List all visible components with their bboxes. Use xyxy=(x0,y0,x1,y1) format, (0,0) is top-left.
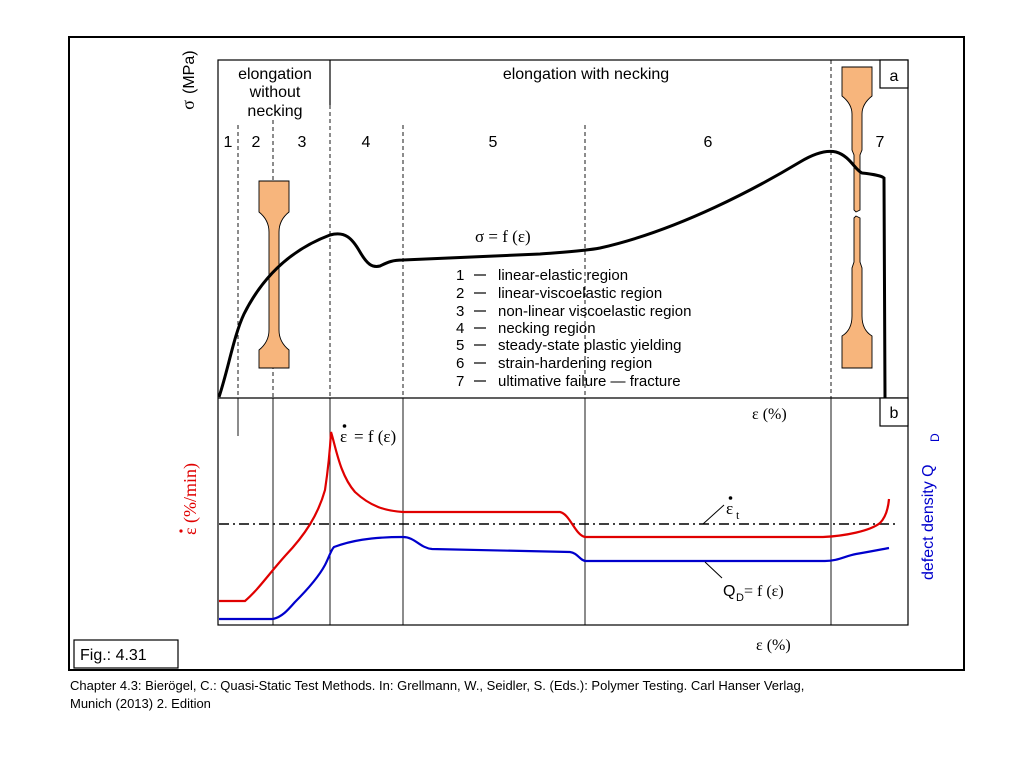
legend-item: 4 necking region xyxy=(456,320,596,337)
legend-text-3: non-linear viscoelastic region xyxy=(498,303,691,320)
defect-rest: = f (ε) xyxy=(744,583,784,600)
header-without-necking-3: necking xyxy=(247,103,302,120)
strain-rate-curve xyxy=(219,431,891,603)
legend-item: 7 ultimative failure — fracture xyxy=(456,373,681,390)
rate-curve-text: = f (ε) xyxy=(354,427,396,446)
panel-b-tag: b xyxy=(890,405,899,422)
stress-curve-label: σ = f (ε) xyxy=(475,227,531,246)
legend-text-4: necking region xyxy=(498,320,596,337)
caption: Chapter 4.3: Bierögel, C.: Quasi-Static … xyxy=(70,677,970,713)
legend-item: 6 strain-hardening region xyxy=(456,355,652,372)
header-with-necking: elongation with necking xyxy=(503,66,669,83)
defect-density-curve xyxy=(219,535,890,621)
specimen-unnecked xyxy=(258,180,290,369)
specimen-necked-lower xyxy=(841,215,873,369)
plot-box xyxy=(217,59,909,626)
zone-5: 5 xyxy=(489,134,498,151)
defect-q: Q xyxy=(723,583,735,600)
legend-num-6: 6 xyxy=(456,355,464,372)
legend-num-3: 3 xyxy=(456,303,464,320)
header-without-necking-1: elongation xyxy=(238,66,312,83)
specimen-necked-upper xyxy=(841,66,873,213)
rate-curve-dot xyxy=(342,424,347,428)
legend-text-7: ultimative failure — fracture xyxy=(498,373,681,390)
threshold-dot xyxy=(728,496,733,500)
legend-text-6: strain-hardening region xyxy=(498,355,652,372)
rate-curve-label: ε = f (ε) xyxy=(340,424,396,446)
defect-axis-sub: D xyxy=(928,433,942,442)
legend-num-5: 5 xyxy=(456,337,464,354)
strain-axis-label-bottom: ε (%) xyxy=(756,637,791,654)
header-without-necking-2: without xyxy=(249,84,301,101)
legend-num-1: 1 xyxy=(456,267,464,284)
stress-curve xyxy=(217,149,887,399)
defect-leader xyxy=(704,561,723,579)
legend-num-4: 4 xyxy=(456,320,464,337)
legend-num-2: 2 xyxy=(456,285,464,302)
legend: 1 linear-elastic region 2 linear-viscoel… xyxy=(456,267,691,390)
zone-2: 2 xyxy=(252,134,261,151)
legend-text-5: steady-state plastic yielding xyxy=(498,337,681,354)
zone-3: 3 xyxy=(298,134,307,151)
zone-7: 7 xyxy=(876,134,885,151)
legend-item: 2 linear-viscoelastic region xyxy=(456,285,662,302)
legend-text-1: linear-elastic region xyxy=(498,267,628,284)
panel-b-box xyxy=(879,397,909,427)
defect-sub: D xyxy=(736,592,744,604)
zone-6: 6 xyxy=(704,134,713,151)
threshold-leader xyxy=(702,504,725,525)
legend-text-2: linear-viscoelastic region xyxy=(498,285,662,302)
legend-item: 5 steady-state plastic yielding xyxy=(456,337,681,354)
rate-axis-dot xyxy=(179,529,183,533)
caption-line-1: Chapter 4.3: Bierögel, C.: Quasi-Static … xyxy=(70,678,805,693)
figure-frame xyxy=(68,36,965,671)
threshold-eps: ε xyxy=(726,499,733,518)
legend-num-7: 7 xyxy=(456,373,464,390)
rate-curve-eps: ε xyxy=(340,427,347,446)
strain-axis-label-top: ε (%) xyxy=(752,406,787,423)
defect-axis-label: defect density Q D xyxy=(920,433,942,580)
legend-item: 3 non-linear viscoelastic region xyxy=(456,303,691,320)
zone-4: 4 xyxy=(362,134,371,151)
stress-axis-symbol: σ xyxy=(178,100,198,110)
figure-label: Fig.: 4.31 xyxy=(80,647,147,664)
threshold-label: ε t xyxy=(702,496,740,525)
rate-axis-label: ε (%/min) xyxy=(179,463,201,535)
panel-a-box xyxy=(879,59,909,89)
figure-label-box xyxy=(73,639,179,669)
threshold-sub: t xyxy=(736,508,740,522)
panel-a-tag: a xyxy=(890,68,899,85)
rate-axis-text: ε (%/min) xyxy=(180,463,201,535)
legend-item: 1 linear-elastic region xyxy=(456,267,628,284)
defect-curve-label: Q D = f (ε) xyxy=(704,561,784,604)
stress-axis-unit: (MPa) xyxy=(181,50,198,94)
zone-1: 1 xyxy=(224,134,233,151)
defect-axis-text: defect density Q xyxy=(920,464,937,580)
stress-axis-label: σ (MPa) xyxy=(178,50,198,109)
caption-line-2: Munich (2013) 2. Edition xyxy=(70,696,211,711)
